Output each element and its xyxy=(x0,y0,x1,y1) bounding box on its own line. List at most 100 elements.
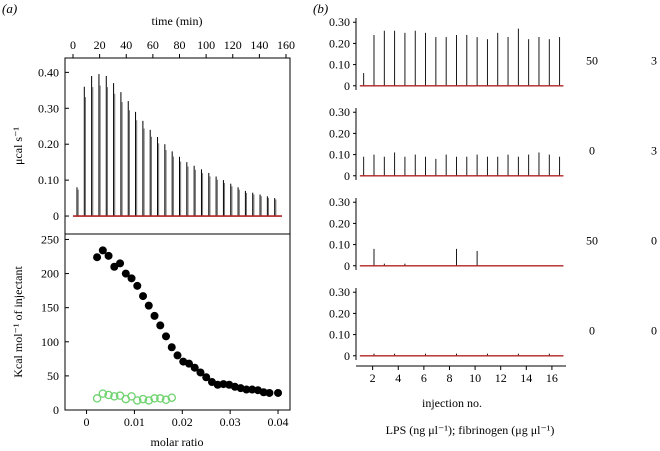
y-tick-label: 50 xyxy=(47,369,59,383)
data-point-filled xyxy=(265,388,274,397)
data-point-filled xyxy=(104,251,113,260)
x-tick-label: 4 xyxy=(395,371,401,385)
y-tick-label: 0 xyxy=(344,349,350,363)
data-point-filled xyxy=(202,373,211,382)
x-tick-label: 0.02 xyxy=(172,415,193,429)
x-tick-label: 12 xyxy=(495,371,507,385)
data-point-open xyxy=(127,392,136,401)
y-tick-label: 0.10 xyxy=(329,238,350,252)
y-tick-label: 0.10 xyxy=(38,173,59,187)
panel-a-bottom-chart: molar ratio Kcal mol⁻¹ of injectant 0 0.0… xyxy=(11,232,291,449)
y-tick-label: 0 xyxy=(344,259,350,273)
panel-a-bottom-xlabel: molar ratio xyxy=(151,435,204,449)
x-tick-label: 80 xyxy=(173,38,185,52)
x-tick-label: 100 xyxy=(197,38,215,52)
panel-label-b: (b) xyxy=(313,1,328,16)
data-point-filled xyxy=(144,301,153,310)
panel-a-bottom-ylabel: Kcal mol⁻¹ of injectant xyxy=(11,266,25,378)
panel-a-top-chart: time (min) μcal s⁻¹ 0 20 40 60 80 100 120 140 16… xyxy=(11,14,295,235)
x-tick-label: 160 xyxy=(277,38,295,52)
x-tick-label: 20 xyxy=(94,38,106,52)
y-tick-label: 0 xyxy=(53,209,59,223)
data-point-open xyxy=(92,394,102,403)
x-tick-label: 16 xyxy=(546,371,558,385)
x-tick-label: 2 xyxy=(370,371,376,385)
y-tick-label: 0.10 xyxy=(329,58,350,72)
data-point-open xyxy=(133,396,142,405)
y-tick-label: 0.20 xyxy=(329,36,350,50)
y-tick-label: 0.40 xyxy=(38,65,59,79)
fibrinogen-value: 0 xyxy=(651,323,657,337)
y-tick-label: 0.30 xyxy=(329,15,350,29)
data-point-filled xyxy=(162,332,171,341)
data-point-open xyxy=(110,392,119,401)
x-tick-label: 140 xyxy=(250,38,268,52)
data-point-open xyxy=(104,390,113,400)
panel-b-caption: LPS (ng μl⁻¹); fibrinogen (μg μl⁻¹) xyxy=(386,423,555,437)
panel-label-a: (a) xyxy=(2,1,17,16)
y-tick-label: 0.30 xyxy=(329,195,350,209)
x-tick-label: 0.01 xyxy=(124,415,145,429)
y-tick-label: 0.20 xyxy=(329,306,350,320)
data-point-filled xyxy=(116,259,125,268)
y-tick-label: 0.10 xyxy=(329,328,350,342)
data-point-filled xyxy=(98,246,107,255)
lps-value: 0 xyxy=(589,143,595,157)
panel-b-xlabel: injection no. xyxy=(422,396,482,410)
data-point-filled xyxy=(196,368,205,377)
y-tick-label: 0.30 xyxy=(329,105,350,119)
data-point-open xyxy=(161,395,171,405)
data-point-filled xyxy=(121,269,130,278)
fibrinogen-value: 3 xyxy=(651,143,657,157)
panel-b-subplot-3: 0 0.10 0.20 0.30 50 0 xyxy=(329,195,657,273)
x-tick-label: 8 xyxy=(446,371,452,385)
panel-b-subplot-4: 0 0.10 0.20 0.30 0 0 xyxy=(329,285,657,363)
y-tick-label: 200 xyxy=(41,267,59,281)
y-tick-label: 0 xyxy=(344,79,350,93)
lps-value: 50 xyxy=(586,233,598,247)
y-tick-label: 0.30 xyxy=(329,285,350,299)
x-tick-label: 14 xyxy=(520,371,532,385)
y-tick-label: 0.20 xyxy=(38,137,59,151)
data-point-filled xyxy=(93,253,102,262)
fibrinogen-value: 3 xyxy=(651,53,657,67)
x-tick-label: 0 xyxy=(84,415,90,429)
fibrinogen-value: 0 xyxy=(651,233,657,247)
data-point-filled xyxy=(274,388,283,397)
panel-a-top-ylabel: μcal s⁻¹ xyxy=(11,127,25,165)
panel-a-top-xlabel: time (min) xyxy=(152,14,203,28)
x-tick-label: 40 xyxy=(120,38,132,52)
y-tick-label: 0 xyxy=(344,169,350,183)
data-point-open xyxy=(150,394,159,403)
lps-value: 50 xyxy=(586,53,598,67)
data-point-filled xyxy=(167,343,176,352)
x-tick-label: 120 xyxy=(224,38,242,52)
data-point-filled xyxy=(127,274,136,283)
y-tick-label: 250 xyxy=(41,232,59,246)
x-tick-label: 0.04 xyxy=(268,415,289,429)
lps-value: 0 xyxy=(589,323,595,337)
y-tick-label: 150 xyxy=(41,301,59,315)
x-tick-label: 60 xyxy=(147,38,159,52)
y-tick-label: 0.20 xyxy=(329,126,350,140)
panel-b-subplot-1: 0 0.10 0.20 0.30 50 3 xyxy=(329,15,657,93)
y-tick-label: 0.30 xyxy=(38,101,59,115)
y-tick-label: 0.10 xyxy=(329,148,350,162)
x-tick-label: 6 xyxy=(421,371,427,385)
data-point-filled xyxy=(173,351,182,360)
panel-b-subplot-2: 0 0.10 0.20 0.30 0 3 xyxy=(329,105,657,183)
data-point-filled xyxy=(184,359,193,368)
x-tick-label: 0.03 xyxy=(220,415,241,429)
data-point-filled xyxy=(110,262,119,271)
y-tick-label: 0.20 xyxy=(329,216,350,230)
data-point-filled xyxy=(190,363,199,372)
data-point-open xyxy=(156,394,165,403)
data-point-open xyxy=(144,396,154,405)
y-tick-label: 100 xyxy=(41,335,59,349)
data-point-filled xyxy=(242,385,251,394)
x-tick-label: 0 xyxy=(70,38,76,52)
panel-b-charts: 0 0.10 0.20 0.30 50 3 0 0.10 0.20 0.30 0 3 0 0.10 0.20… xyxy=(329,15,657,437)
data-point-filled xyxy=(139,292,148,301)
data-point-open xyxy=(98,389,108,398)
